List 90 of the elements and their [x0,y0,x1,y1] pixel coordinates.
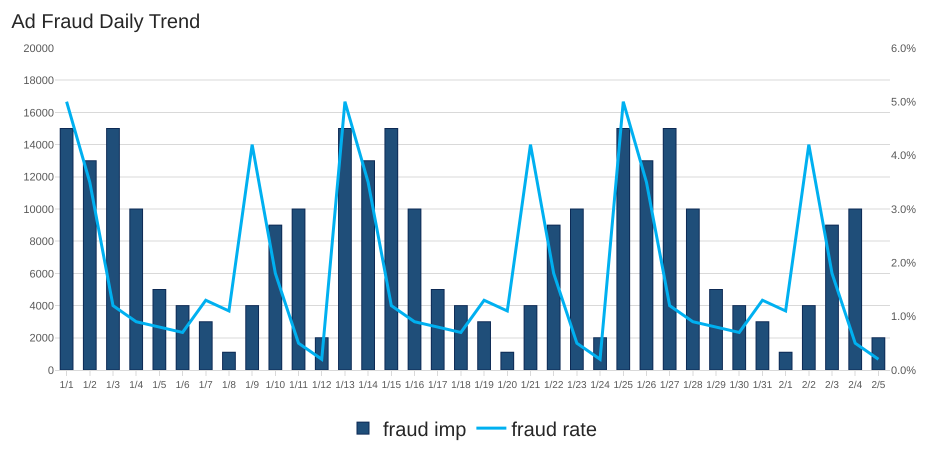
y-tick-label: 18000 [23,75,54,88]
x-tick-label: 1/2 [82,380,98,391]
y-tick-label: 10000 [23,204,54,216]
y2-tick-label: 6.0% [891,42,916,55]
y2-tick-label: 5.0% [891,96,916,109]
x-tick-label: 1/14 [358,380,378,391]
bar [802,305,816,370]
y-tick-label: 20000 [23,42,54,55]
y-tick-label: 14000 [23,139,54,152]
bar [408,208,422,370]
x-tick-label: 1/28 [683,380,704,391]
x-tick-label: 2/2 [802,380,816,391]
x-tick-label: 1/19 [474,380,494,391]
y2-tick-label: 0.0% [891,364,916,377]
x-tick-label: 1/15 [382,380,402,391]
x-tick-label: 1/4 [129,380,144,391]
x-tick-label: 1/3 [106,380,120,391]
x-tick-label: 1/23 [567,380,588,391]
bar [129,208,144,370]
bar [640,160,654,370]
x-tick-label: 2/4 [848,380,863,391]
x-tick-label: 1/6 [176,380,190,391]
bar [361,160,375,370]
y-tick-label: 4000 [30,300,54,312]
x-tick-label: 1/25 [614,380,634,391]
line-series [65,100,880,361]
y-tick-label: 16000 [23,107,54,120]
y-tick-label: 12000 [23,172,54,184]
y-tick-label: 6000 [30,268,54,280]
bar [732,305,746,370]
bar [152,289,166,370]
x-tick-label: 1/12 [312,380,332,391]
x-tick-label: 1/20 [498,380,518,391]
x-tick-label: 1/5 [152,380,167,391]
bar [570,208,584,370]
y-tick-label: 8000 [30,236,54,248]
x-tick-label: 1/21 [520,380,541,391]
x-tick-label: 1/27 [660,380,680,391]
bar [430,289,445,370]
chart-title: Ad Fraud Daily Trend [11,10,200,33]
x-tick-label: 1/17 [428,380,448,391]
y-tick-label: 0 [48,364,54,377]
legend-label: fraud imp [383,418,466,441]
y2-tick-label: 4.0% [891,150,916,162]
bar [106,128,120,370]
bar [825,224,839,370]
x-tick-label: 1/31 [752,380,773,391]
bar [524,305,538,370]
bar [454,305,468,370]
bar [292,208,306,370]
x-tick-label: 1/11 [289,380,308,391]
x-tick-label: 1/10 [266,380,286,391]
bar [338,128,352,370]
x-tick-label: 1/7 [198,380,214,391]
y-tick-label: 2000 [30,332,54,345]
x-tick-label: 1/26 [636,380,657,391]
x-tick-label: 1/9 [245,380,260,391]
bar [686,208,700,370]
bar [176,305,190,370]
y2-tick-label: 2.0% [891,258,916,270]
x-tick-label: 1/13 [335,380,356,391]
bar [384,128,398,370]
x-tick-label: 2/5 [871,380,886,391]
bar [778,352,792,370]
bar [245,305,260,370]
bar [872,337,886,370]
x-tick-label: 1/1 [60,380,74,391]
bar [82,160,97,370]
x-tick-label: 1/30 [730,380,750,391]
bar [198,321,213,370]
bar [222,352,236,370]
bar [709,289,723,370]
x-tick-label: 2/1 [778,380,794,391]
x-tick-label: 1/24 [590,380,610,391]
bar [500,352,514,370]
y2-tick-label: 3.0% [891,204,916,216]
bar [477,321,491,370]
x-tick-label: 1/18 [451,380,472,391]
x-tick-label: 2/3 [825,380,840,391]
y2-tick-label: 1.0% [891,311,916,324]
x-tick-label: 1/22 [544,380,564,391]
x-tick-label: 1/29 [706,380,726,391]
bar [756,321,770,370]
bar [848,208,862,370]
x-tick-label: 1/8 [222,380,236,391]
x-tick-label: 1/16 [404,380,425,391]
bar [60,128,74,370]
legend-label: fraud rate [511,418,597,441]
bar [616,128,630,370]
bar [662,128,677,370]
